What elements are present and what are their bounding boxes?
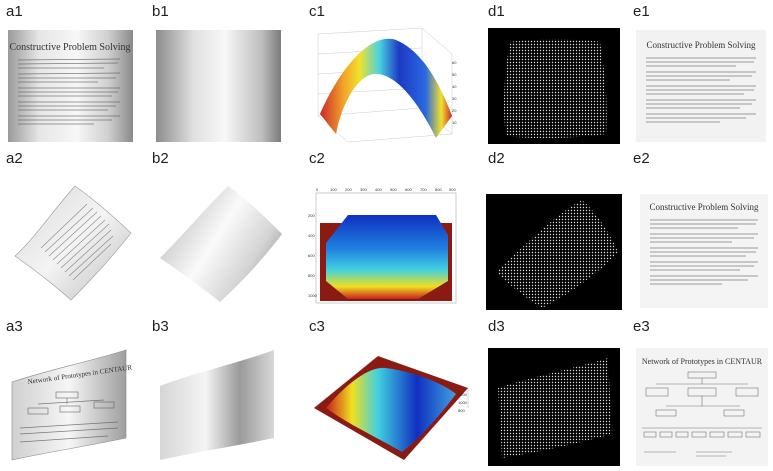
panel-a1-warped-document: Constructive Problem Solving [8,30,133,142]
label-a2: a2 [6,150,23,167]
doc-title-e3: Network of Prototypes in CENTAUR [642,357,763,366]
label-d3: d3 [488,318,505,335]
svg-text:400: 400 [308,233,315,238]
label-a3: a3 [6,318,23,335]
svg-text:60: 60 [452,60,457,65]
svg-text:0: 0 [316,187,319,192]
panel-c3-surface-plot: 1200 1000 800 [308,348,473,466]
doc-title-e2: Constructive Problem Solving [650,202,759,212]
c2-top-ticks: 0 100 200 300 400 500 600 700 800 900 [316,187,456,192]
svg-text:1000: 1000 [308,293,318,298]
doc-title-a1: Constructive Problem Solving [9,42,130,53]
svg-text:600: 600 [405,187,412,192]
svg-text:40: 40 [452,84,457,89]
label-e1: e1 [633,3,650,20]
svg-text:10: 10 [452,120,457,125]
label-d2: d2 [488,150,505,167]
doc-title-e1: Constructive Problem Solving [647,40,756,50]
label-c2: c2 [309,150,325,167]
svg-text:200: 200 [308,213,315,218]
svg-text:1000: 1000 [458,400,468,405]
svg-text:800: 800 [458,408,465,413]
label-d1: d1 [488,3,505,20]
label-b2: b2 [152,150,169,167]
label-b3: b3 [152,318,169,335]
c3-right-ticks: 1200 1000 800 [458,392,468,413]
panel-d2-mesh [486,194,622,310]
panel-a2-warped-document [5,178,135,306]
panel-a3-warped-document: Network of Prototypes in CENTAUR [8,342,133,462]
panel-b3-shading [156,342,281,462]
c2-left-ticks: 200 400 600 800 1000 [308,213,318,298]
panel-e3-rectified-document: Network of Prototypes in CENTAUR [636,348,768,466]
svg-text:400: 400 [375,187,382,192]
panel-e2-rectified-document: Constructive Problem Solving [640,194,768,308]
svg-text:700: 700 [420,187,427,192]
svg-text:800: 800 [435,187,442,192]
panel-c1-surface-plot: 60 50 40 30 20 10 [312,24,460,146]
panel-b2-shading [152,178,286,306]
label-b1: b1 [152,3,169,20]
svg-text:30: 30 [452,96,457,101]
svg-text:20: 20 [452,108,457,113]
svg-text:500: 500 [390,187,397,192]
label-e2: e2 [633,150,650,167]
label-c3: c3 [309,318,325,335]
svg-text:1200: 1200 [458,392,468,397]
svg-text:300: 300 [360,187,367,192]
svg-text:100: 100 [330,187,337,192]
panel-c2-surface-plot: 0 100 200 300 400 500 600 700 800 900 20… [308,185,468,310]
label-e3: e3 [633,318,650,335]
label-a1: a1 [6,3,23,20]
panel-d3-mesh [488,348,620,466]
c1-right-ticks: 60 50 40 30 20 10 [452,60,457,125]
panel-b1-shading [156,30,281,142]
svg-text:50: 50 [452,72,457,77]
svg-text:800: 800 [308,273,315,278]
svg-text:600: 600 [308,253,315,258]
panel-d1-mesh [488,28,620,144]
panel-e1-rectified-document: Constructive Problem Solving [636,30,766,142]
svg-text:900: 900 [449,187,456,192]
svg-text:200: 200 [345,187,352,192]
label-c1: c1 [309,3,325,20]
